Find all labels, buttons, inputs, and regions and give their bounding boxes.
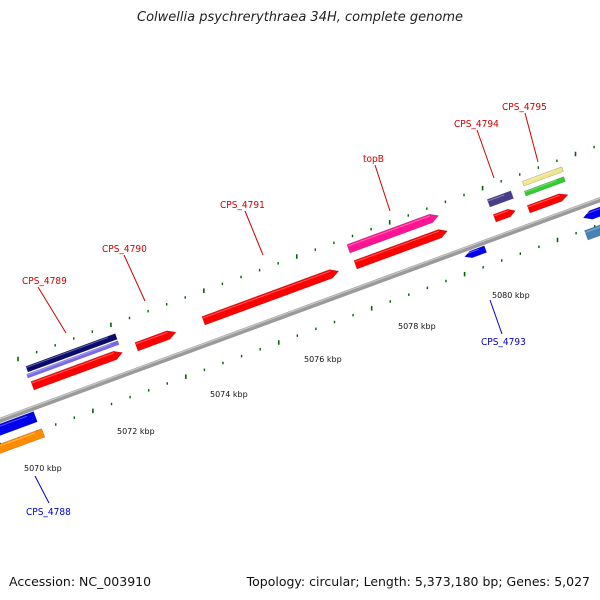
- gene-right-blue[interactable]: [582, 203, 600, 220]
- lower-tick-row: [0, 225, 596, 448]
- gene-label-topb[interactable]: topB: [363, 154, 384, 165]
- gene-cps4789-bar-highlight: [31, 352, 115, 384]
- gene-cps4789-upper1-highlight: [26, 337, 109, 368]
- gene-cps4790-bar-highlight: [135, 332, 168, 345]
- gene-label-cps4789[interactable]: CPS_4789: [22, 276, 67, 287]
- genome-stats-text: Topology: circular; Length: 5,373,180 bp…: [246, 574, 590, 589]
- scale-label-5078: 5078 kbp: [398, 322, 436, 331]
- gene-label-cps4788[interactable]: CPS_4788: [26, 507, 71, 518]
- gene-topb-pink-highlight: [347, 215, 431, 247]
- gene-label-cps4793[interactable]: CPS_4793: [481, 337, 526, 348]
- scale-label-5070: 5070 kbp: [24, 464, 62, 473]
- gene-cps4789-bar[interactable]: [30, 350, 124, 391]
- gene-cps4788-orange[interactable]: [0, 428, 46, 455]
- gene-label-cps4790[interactable]: CPS_4790: [102, 244, 147, 255]
- gene-cps4788-orange-highlight: [0, 432, 35, 447]
- gene-cps4789-upper1[interactable]: [25, 333, 118, 373]
- gene-cps4795-red-highlight: [527, 194, 560, 208]
- gene-label-cps4795[interactable]: CPS_4795: [502, 102, 547, 113]
- scale-label-5080: 5080 kbp: [492, 291, 530, 300]
- gene-topb-pink[interactable]: [346, 213, 440, 254]
- gene-cps4795-green[interactable]: [523, 176, 566, 197]
- gene-cps4795-green-highlight: [524, 180, 557, 193]
- gene-topb-bar[interactable]: [353, 229, 448, 270]
- scale-label-5074: 5074 kbp: [210, 390, 248, 399]
- gene-cps4791-bar-highlight: [202, 270, 331, 319]
- upper-tick-row: [17, 145, 595, 362]
- gene-cps4791-bar[interactable]: [201, 269, 340, 326]
- gene-right-steelblue[interactable]: [584, 220, 600, 241]
- gene-cps4794-red-highlight: [493, 210, 509, 217]
- scale-label-5076: 5076 kbp: [304, 355, 342, 364]
- gene-cps4795-red[interactable]: [526, 193, 569, 214]
- scale-label-5072: 5072 kbp: [117, 427, 155, 436]
- map-title: Colwellia psychrerythraea 34H, complete …: [137, 10, 463, 25]
- gene-cps4794-purple[interactable]: [486, 190, 514, 208]
- accession-text: Accession: NC_003910: [9, 574, 152, 589]
- label-leaders: [34, 112, 539, 504]
- gene-cps4793-blue-highlight: [463, 248, 479, 256]
- gene-cps4788-blue[interactable]: [0, 411, 38, 438]
- genome-backbone: [0, 197, 600, 423]
- gene-cps4790-bar[interactable]: [134, 330, 177, 352]
- genome-backbone-highlight: [0, 197, 600, 420]
- gene-cps4795-khaki[interactable]: [521, 166, 564, 187]
- gene-cps4794-purple-highlight: [487, 194, 505, 202]
- gene-cps4789-upper2-highlight: [26, 343, 111, 376]
- gene-label-cps4794[interactable]: CPS_4794: [454, 119, 499, 130]
- gene-right-steelblue-highlight: [585, 226, 600, 233]
- gene-topb-bar-highlight: [354, 230, 440, 263]
- gene-label-cps4791[interactable]: CPS_4791: [220, 200, 265, 211]
- gene-cps4788-blue-highlight: [0, 415, 27, 427]
- gene-cps4794-red[interactable]: [492, 208, 516, 223]
- gene-cps4789-upper2[interactable]: [26, 340, 120, 379]
- gene-cps4795-khaki-highlight: [522, 170, 555, 183]
- gene-cps4793-blue[interactable]: [464, 245, 487, 259]
